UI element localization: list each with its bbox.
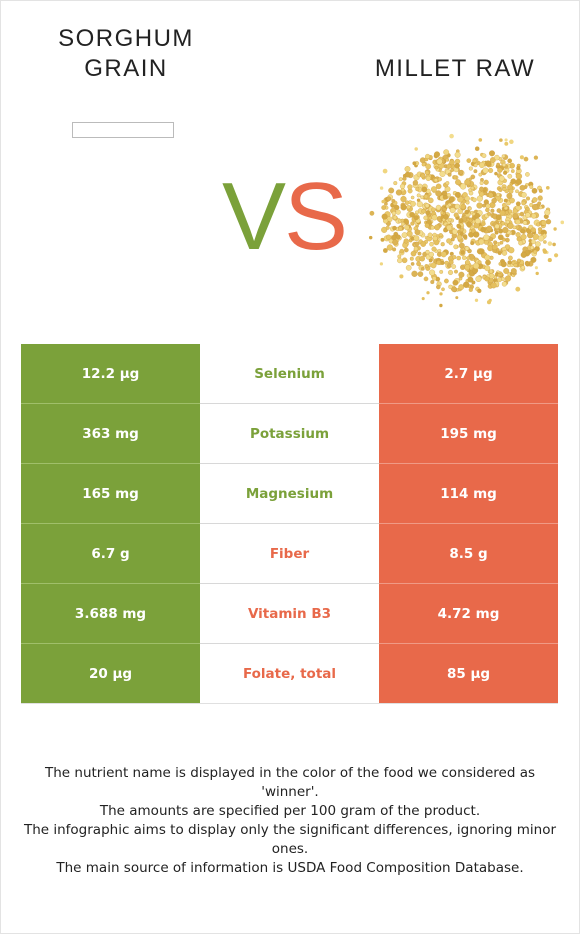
food-right-title: MILLET RAW xyxy=(374,55,536,82)
food-left-title-line2: GRAIN xyxy=(84,55,168,82)
vs-letter-s: S xyxy=(284,163,348,270)
table-row: 6.7 g Fiber 8.5 g xyxy=(21,523,558,584)
millet-grains-image xyxy=(368,133,564,308)
nutrient-name: Potassium xyxy=(200,403,379,464)
food-left-value: 165 mg xyxy=(21,463,200,524)
food-left-value: 6.7 g xyxy=(21,523,200,584)
food-right-value: 195 mg xyxy=(379,403,558,464)
food-right-value: 4.72 mg xyxy=(379,583,558,644)
nutrient-name: Magnesium xyxy=(200,463,379,524)
footnote-per-100g: The amounts are specified per 100 gram o… xyxy=(99,803,481,819)
table-row: 20 µg Folate, total 85 µg xyxy=(21,643,558,704)
footnote-winner-color: The nutrient name is displayed in the co… xyxy=(44,765,536,800)
footnotes: The nutrient name is displayed in the co… xyxy=(20,764,560,878)
food-right-value: 85 µg xyxy=(379,643,558,704)
food-right-value: 2.7 µg xyxy=(379,344,558,404)
nutrient-name: Vitamin B3 xyxy=(200,583,379,644)
vs-letter-v: V xyxy=(222,163,286,270)
table-row: 12.2 µg Selenium 2.7 µg xyxy=(21,344,558,404)
nutrient-name: Folate, total xyxy=(200,643,379,704)
footnote-significant-differences: The infographic aims to display only the… xyxy=(23,822,557,857)
nutrient-name: Fiber xyxy=(200,523,379,584)
food-right-value: 8.5 g xyxy=(379,523,558,584)
comparison-table: 12.2 µg Selenium 2.7 µg 363 mg Potassium 195 … xyxy=(21,344,558,704)
food-left-title: SORGHUM GRAIN xyxy=(36,24,216,84)
food-left-value: 3.688 mg xyxy=(21,583,200,644)
table-row: 3.688 mg Vitamin B3 4.72 mg xyxy=(21,583,558,644)
table-row: 165 mg Magnesium 114 mg xyxy=(21,463,558,524)
vs-label: VS xyxy=(222,162,348,272)
food-left-image-placeholder xyxy=(72,122,174,138)
footnote-data-source: The main source of information is USDA F… xyxy=(56,860,524,876)
food-left-title-line1: SORGHUM xyxy=(58,25,194,52)
food-left-value: 12.2 µg xyxy=(21,344,200,404)
food-right-value: 114 mg xyxy=(379,463,558,524)
nutrient-name: Selenium xyxy=(200,344,379,404)
food-left-value: 363 mg xyxy=(21,403,200,464)
food-left-value: 20 µg xyxy=(21,643,200,704)
table-row: 363 mg Potassium 195 mg xyxy=(21,403,558,464)
